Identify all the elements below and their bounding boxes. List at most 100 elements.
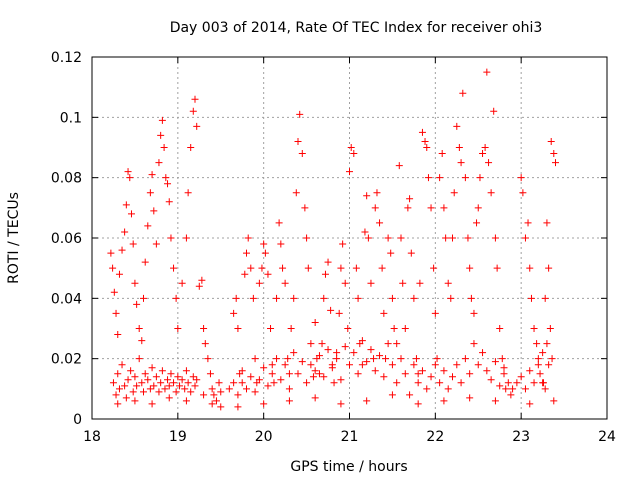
data-point [255, 279, 263, 287]
data-point [350, 349, 358, 357]
data-point [172, 388, 180, 396]
data-point [533, 340, 541, 348]
data-point [526, 367, 534, 375]
data-point [461, 355, 469, 363]
data-point [483, 367, 491, 375]
data-point [524, 219, 532, 227]
data-point [234, 403, 242, 411]
data-point [414, 379, 422, 387]
data-point [135, 325, 143, 332]
data-point [193, 376, 201, 384]
data-point [320, 294, 328, 302]
data-point [335, 309, 343, 317]
data-point [309, 373, 317, 381]
x-tick-label: 18 [83, 429, 101, 445]
data-point [397, 234, 405, 242]
data-point [127, 367, 135, 375]
data-point [500, 364, 508, 372]
data-point [424, 174, 432, 182]
data-point [204, 355, 212, 363]
data-point [485, 159, 493, 167]
data-point [114, 331, 122, 339]
data-point [162, 174, 170, 182]
data-point [141, 258, 149, 266]
y-tick-label: 0.04 [51, 291, 82, 307]
data-point [230, 379, 238, 387]
data-point [298, 150, 306, 158]
x-axis-label: GPS time / hours [290, 459, 407, 475]
data-point [401, 325, 409, 332]
data-point [210, 391, 218, 399]
data-point [191, 95, 199, 103]
data-point [124, 376, 132, 384]
data-point [144, 376, 152, 384]
data-point [107, 249, 115, 257]
data-point [502, 385, 510, 393]
data-point [341, 279, 349, 287]
data-point [473, 219, 481, 227]
data-point [545, 361, 553, 369]
data-point [251, 388, 259, 396]
data-point [370, 355, 378, 363]
data-point [519, 189, 527, 197]
data-point [354, 294, 362, 302]
data-point [418, 128, 426, 136]
data-point [292, 189, 300, 197]
data-point [320, 373, 328, 381]
data-point [238, 379, 246, 387]
data-point [423, 144, 431, 151]
data-point [380, 309, 388, 317]
data-point [496, 382, 504, 390]
data-point [164, 180, 172, 188]
y-tick-label: 0.02 [51, 352, 82, 368]
data-point [212, 397, 220, 405]
data-point [483, 68, 491, 76]
data-point [476, 174, 484, 182]
data-point [541, 385, 549, 393]
data-point [363, 358, 371, 366]
data-point [217, 403, 225, 411]
data-point [414, 370, 422, 378]
data-point [406, 391, 414, 399]
data-point [550, 397, 558, 405]
data-point [126, 174, 134, 182]
data-point [294, 370, 302, 378]
y-tick-label: 0.06 [51, 231, 82, 247]
data-point [367, 346, 375, 354]
data-point [234, 391, 242, 399]
data-point [388, 391, 396, 399]
data-point [493, 264, 501, 272]
data-point [155, 159, 163, 167]
data-point [109, 264, 117, 272]
data-point [380, 373, 388, 381]
data-point [550, 150, 558, 158]
data-point [491, 397, 499, 405]
data-point [517, 373, 525, 381]
data-point [208, 400, 216, 408]
data-point [198, 276, 206, 284]
data-point [208, 385, 216, 393]
data-point [114, 400, 122, 408]
data-point [189, 107, 197, 115]
data-point [215, 379, 223, 387]
data-point [273, 294, 281, 302]
data-point [406, 195, 414, 203]
data-point [430, 264, 438, 272]
data-point [290, 294, 298, 302]
data-point [279, 264, 287, 272]
axis-ticks: 18 19 20 21 22 23 24 0 0.02 0.04 0.06 0.08 0.1 0.12 [51, 50, 616, 445]
data-point [526, 264, 534, 272]
data-point [172, 294, 180, 302]
data-point [539, 349, 547, 357]
data-point [118, 246, 126, 254]
data-point [466, 394, 474, 402]
data-point [358, 337, 366, 345]
plot-frame [91, 56, 608, 420]
data-point [466, 264, 474, 272]
data-point [318, 340, 326, 348]
data-point [243, 385, 250, 393]
data-point [178, 279, 186, 287]
data-point [350, 150, 358, 158]
data-point [285, 397, 293, 405]
data-point [410, 294, 418, 302]
